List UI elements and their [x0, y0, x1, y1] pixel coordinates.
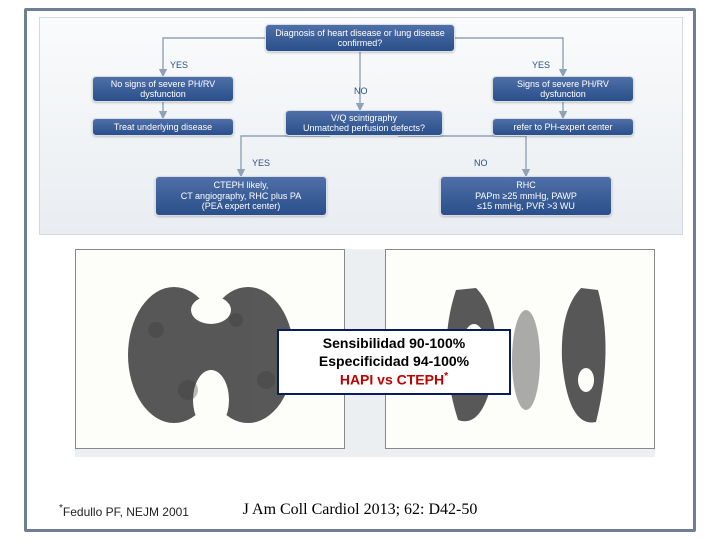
node-cteph-text: CTEPH likely, CT angiography, RHC plus P…	[181, 180, 302, 211]
node-root-text: Diagnosis of heart disease or lung disea…	[270, 28, 450, 49]
stats-box: Sensibilidad 90-100% Especificidad 94-10…	[277, 329, 511, 395]
footnote: *Fedullo PF, NEJM 2001	[59, 503, 189, 519]
label-yes-right: YES	[532, 60, 550, 70]
label-yes-left: YES	[170, 60, 188, 70]
flowchart-panel: Diagnosis of heart disease or lung disea…	[39, 17, 683, 235]
node-cteph: CTEPH likely, CT angiography, RHC plus P…	[155, 176, 327, 216]
stats-line-3: HAPI vs CTEPH*	[285, 370, 503, 389]
label-no-mid: NO	[354, 86, 368, 96]
stats-asterisk: *	[444, 370, 448, 382]
node-rhc: RHC PAPm ≥25 mmHg, PAWP ≤15 mmHg, PVR >3…	[440, 176, 612, 216]
outer-frame: Diagnosis of heart disease or lung disea…	[24, 8, 696, 532]
node-root: Diagnosis of heart disease or lung disea…	[265, 24, 455, 52]
node-signs-text: Signs of severe PH/RV dysfunction	[497, 79, 629, 100]
citation: J Am Coll Cardiol 2013; 62: D42-50	[243, 501, 478, 519]
node-rhc-text: RHC PAPm ≥25 mmHg, PAWP ≤15 mmHg, PVR >3…	[475, 180, 577, 211]
node-refer: refer to PH-expert center	[492, 118, 634, 136]
stats-line-2: Especificidad 94-100%	[285, 353, 503, 371]
node-vq-text: V/Q scintigraphy Unmatched perfusion def…	[303, 113, 425, 134]
node-vq: V/Q scintigraphy Unmatched perfusion def…	[285, 110, 443, 136]
node-treat-text: Treat underlying disease	[114, 122, 212, 132]
node-no-signs: No signs of severe PH/RV dysfunction	[92, 76, 234, 102]
node-refer-text: refer to PH-expert center	[513, 122, 612, 132]
label-no-vq: NO	[474, 158, 488, 168]
node-signs: Signs of severe PH/RV dysfunction	[492, 76, 634, 102]
stats-hapi: HAPI vs CTEPH	[340, 372, 444, 388]
node-treat: Treat underlying disease	[92, 118, 234, 136]
footnote-text: Fedullo PF, NEJM 2001	[63, 505, 189, 519]
label-yes-vq: YES	[252, 158, 270, 168]
node-no-signs-text: No signs of severe PH/RV dysfunction	[97, 79, 229, 100]
stats-line-1: Sensibilidad 90-100%	[285, 335, 503, 353]
